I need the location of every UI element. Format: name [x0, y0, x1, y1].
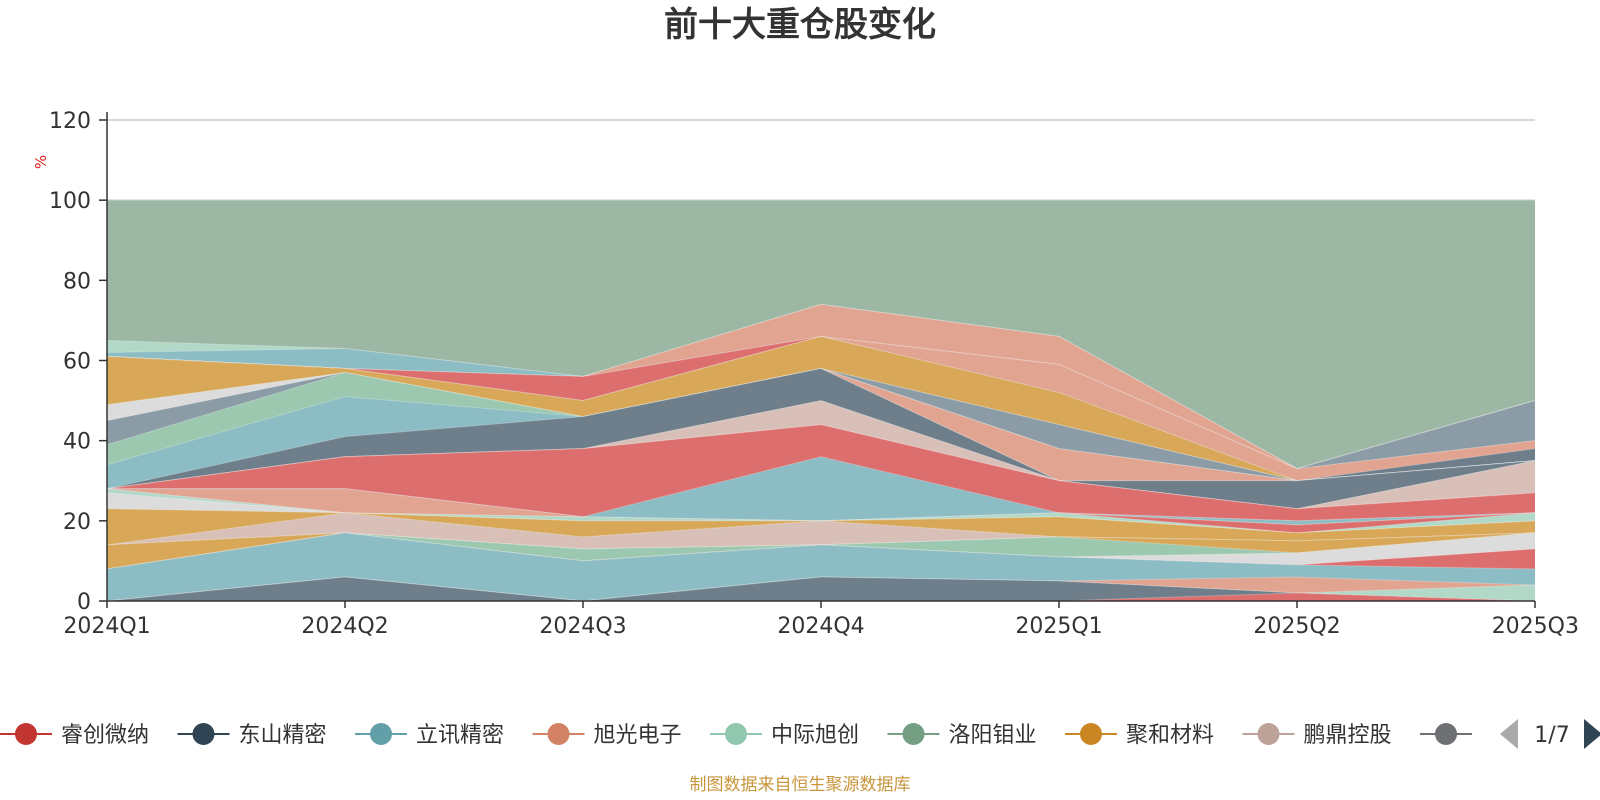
x-tick-label: 2025Q2 — [1253, 614, 1340, 639]
legend-marker-icon — [902, 723, 925, 745]
axes: 0 20 40 60 80 100 120 2024Q1 2024Q2 2024Q3 2024Q4 2… — [49, 109, 1579, 639]
area-layer-edge — [106, 367, 1536, 490]
legend-page-indicator: 1/7 — [1534, 723, 1569, 748]
area-layer-edge — [106, 576, 1536, 602]
legend-marker-icon — [1435, 723, 1457, 745]
area-layer-edge — [106, 532, 1536, 550]
area-layer-edge — [106, 424, 1536, 510]
x-tick-label: 2024Q4 — [777, 614, 864, 639]
legend-label: 睿创微纳 — [61, 723, 149, 748]
legend-item[interactable]: 旭光电子 — [532, 723, 682, 748]
y-tick-label: 0 — [77, 590, 91, 615]
legend-marker-icon — [192, 723, 215, 745]
chart-title: 前十大重仓股变化 — [664, 5, 936, 45]
legend-marker-icon — [15, 723, 37, 745]
y-axis-label: % — [32, 155, 50, 169]
legend-item[interactable]: 睿创微纳 — [0, 723, 149, 748]
legend-item[interactable]: 洛阳钼业 — [887, 723, 1037, 748]
y-tick-label: 120 — [49, 109, 91, 134]
legend-marker-icon — [370, 723, 392, 745]
area-layer-edge — [106, 532, 1536, 570]
legend[interactable]: 睿创微纳 东山精密 立讯精密 旭光电子 中际旭创 洛阳钼业 聚和材料 鹏鼎控股 1/7 — [0, 719, 1600, 749]
legend-label: 洛阳钼业 — [949, 723, 1037, 748]
legend-next-icon[interactable] — [1584, 719, 1600, 749]
legend-label: 鹏鼎控股 — [1304, 723, 1392, 748]
legend-label: 立讯精密 — [416, 723, 504, 748]
legend-label: 中际旭创 — [771, 723, 859, 748]
legend-prev-icon[interactable] — [1500, 719, 1518, 749]
legend-marker-icon — [1080, 723, 1102, 745]
x-tick-label: 2025Q3 — [1492, 614, 1579, 639]
y-tick-label: 60 — [63, 350, 91, 375]
legend-marker-icon — [1257, 723, 1280, 745]
legend-label: 东山精密 — [239, 723, 327, 748]
area-series — [106, 199, 1536, 602]
area-layer — [107, 576, 1535, 601]
x-tick-label: 2024Q1 — [63, 614, 150, 639]
y-tick-label: 100 — [49, 189, 91, 214]
y-tick-label: 40 — [63, 430, 91, 455]
source-note: 制图数据来自恒生聚源数据库 — [690, 775, 911, 795]
legend-item[interactable]: 立讯精密 — [355, 723, 504, 748]
legend-item[interactable] — [1420, 723, 1472, 745]
area-layer-edge — [106, 532, 1536, 570]
legend-item[interactable]: 中际旭创 — [710, 723, 859, 748]
x-tick-label: 2024Q2 — [301, 614, 388, 639]
legend-item[interactable]: 东山精密 — [177, 723, 327, 748]
legend-item[interactable]: 鹏鼎控股 — [1242, 723, 1392, 748]
y-tick-label: 20 — [63, 510, 91, 535]
area-layer — [107, 592, 1535, 601]
x-tick-label: 2024Q3 — [539, 614, 626, 639]
x-tick-label: 2025Q1 — [1015, 614, 1102, 639]
legend-label: 旭光电子 — [594, 723, 682, 748]
legend-label: 聚和材料 — [1126, 723, 1214, 748]
y-tick-label: 80 — [63, 269, 91, 294]
legend-marker-icon — [547, 723, 570, 745]
legend-item[interactable]: 聚和材料 — [1065, 723, 1214, 748]
legend-marker-icon — [725, 723, 747, 745]
